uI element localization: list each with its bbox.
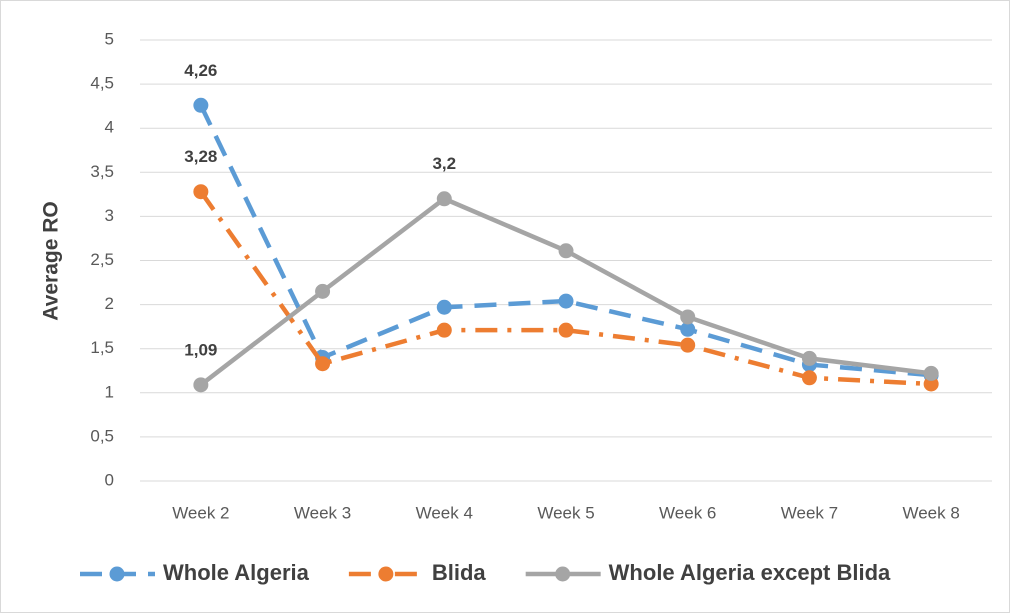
- y-tick-label: 1: [105, 382, 114, 401]
- y-tick-label: 0,5: [90, 426, 114, 445]
- point: [680, 337, 696, 353]
- data-label: 3,28: [184, 147, 217, 166]
- legend-marker: [555, 566, 571, 582]
- x-tick-label: Week 8: [902, 503, 959, 522]
- legend-label: Whole Algeria except Blida: [609, 560, 891, 585]
- y-tick-label: 0: [105, 470, 114, 489]
- x-tick-label: Week 3: [294, 503, 351, 522]
- data-label: 4,26: [184, 61, 217, 80]
- point: [193, 97, 209, 113]
- legend-label: Blida: [432, 560, 487, 585]
- point: [558, 293, 574, 309]
- point: [193, 377, 209, 393]
- point: [680, 321, 696, 337]
- point: [558, 243, 574, 259]
- y-tick-label: 3: [105, 206, 114, 225]
- legend-marker: [378, 566, 394, 582]
- y-tick-label: 1,5: [90, 338, 114, 357]
- y-tick-label: 5: [105, 29, 114, 48]
- point: [680, 309, 696, 325]
- legend-label: Whole Algeria: [163, 560, 310, 585]
- x-tick-label: Week 5: [537, 503, 594, 522]
- point: [436, 322, 452, 338]
- y-tick-label: 2: [105, 294, 114, 313]
- point: [315, 356, 331, 372]
- legend-marker: [109, 566, 125, 582]
- y-tick-label: 3,5: [90, 162, 114, 181]
- x-tick-label: Week 7: [781, 503, 838, 522]
- data-label: 1,09: [184, 340, 217, 359]
- point: [315, 283, 331, 299]
- x-tick-label: Week 2: [172, 503, 229, 522]
- point: [923, 365, 939, 381]
- y-tick-label: 2,5: [90, 250, 114, 269]
- point: [923, 376, 939, 392]
- x-tick-label: Week 6: [659, 503, 716, 522]
- y-tick-label: 4: [105, 118, 114, 137]
- point: [436, 191, 452, 207]
- point: [801, 370, 817, 386]
- point: [193, 184, 209, 200]
- point: [436, 299, 452, 315]
- y-axis-title: Average RO: [40, 201, 63, 320]
- y-tick-label: 4,5: [90, 74, 114, 93]
- x-tick-label: Week 4: [416, 503, 473, 522]
- point: [558, 322, 574, 338]
- point: [801, 350, 817, 366]
- data-label: 3,2: [432, 154, 456, 173]
